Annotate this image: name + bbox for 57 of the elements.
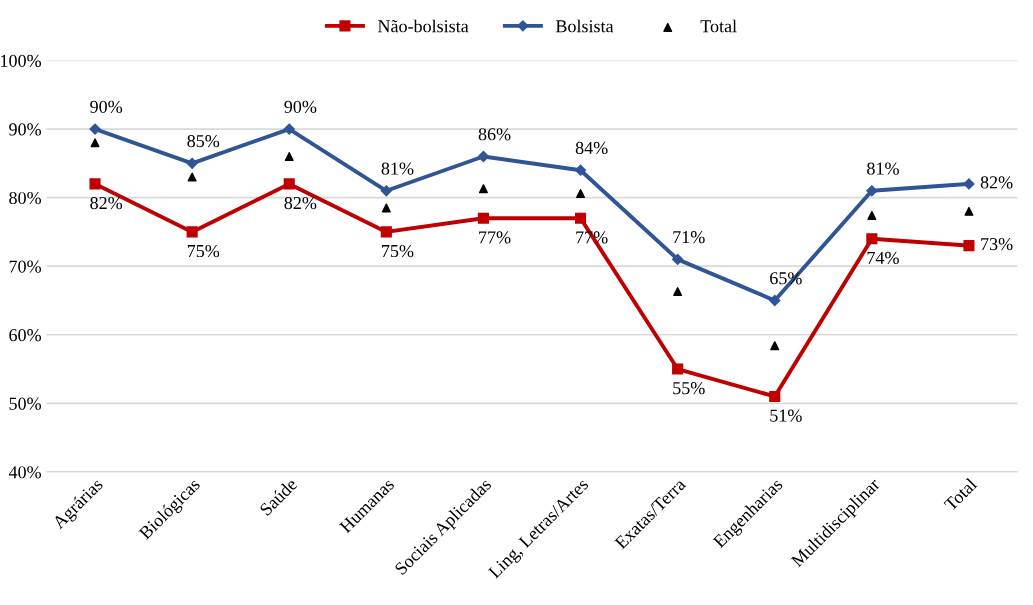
data-label: 86% xyxy=(478,128,511,141)
point xyxy=(769,390,781,403)
point xyxy=(89,178,101,190)
data-label: 74% xyxy=(867,251,899,265)
point xyxy=(574,212,587,224)
point xyxy=(283,178,295,190)
data-label: 84% xyxy=(575,141,608,155)
point xyxy=(477,212,490,224)
data-label: 77% xyxy=(479,231,511,244)
y-tick-label: 90% xyxy=(9,123,42,136)
point xyxy=(963,178,975,190)
data-label: 81% xyxy=(381,162,414,175)
data-label: 51% xyxy=(770,409,802,422)
point xyxy=(283,123,295,135)
legend-label: Total xyxy=(700,19,737,33)
y-tick-label: 60% xyxy=(9,329,42,342)
data-label: 82% xyxy=(980,176,1013,189)
data-label: 81% xyxy=(867,162,899,175)
point xyxy=(574,164,587,176)
data-label: 85% xyxy=(187,135,220,148)
data-label: 90% xyxy=(284,100,317,113)
point xyxy=(963,240,975,252)
data-label: 73% xyxy=(981,237,1013,251)
legend-label: Bolsista xyxy=(555,19,614,33)
data-label: 75% xyxy=(187,244,220,258)
point xyxy=(380,226,392,238)
data-label: 75% xyxy=(382,244,414,258)
data-label: 90% xyxy=(90,100,123,113)
point xyxy=(866,185,878,197)
point xyxy=(576,189,586,199)
data-label: 82% xyxy=(90,196,123,210)
point xyxy=(770,341,780,351)
point xyxy=(672,363,684,375)
point xyxy=(867,210,877,220)
point xyxy=(380,185,392,197)
point xyxy=(964,206,974,216)
data-label: 71% xyxy=(673,230,705,244)
point xyxy=(477,150,490,163)
point xyxy=(673,287,683,297)
point xyxy=(186,157,198,169)
point xyxy=(186,226,198,238)
point xyxy=(187,172,197,182)
point xyxy=(284,151,294,161)
y-tick-label: 50% xyxy=(9,397,42,410)
y-tick-label: 40% xyxy=(8,466,42,479)
point xyxy=(769,294,781,307)
point xyxy=(672,253,684,265)
point xyxy=(866,233,878,245)
legend-label: Não-bolsista xyxy=(377,19,469,33)
point xyxy=(381,203,391,213)
point xyxy=(90,138,100,148)
point xyxy=(478,184,488,194)
y-tick-label: 80% xyxy=(9,191,42,205)
y-tick-label: 100% xyxy=(1,54,42,67)
data-label: 82% xyxy=(284,196,317,210)
data-label: 55% xyxy=(673,382,705,395)
y-tick-label: 70% xyxy=(9,260,42,273)
